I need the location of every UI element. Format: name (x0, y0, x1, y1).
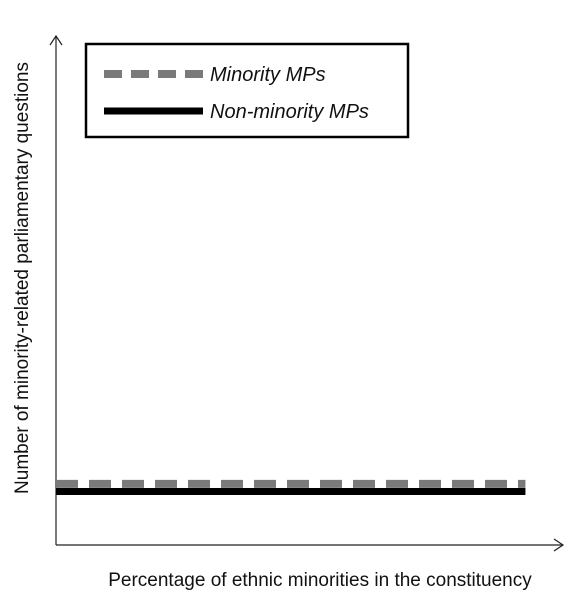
legend-box (84, 42, 410, 139)
y-axis-arrow (49, 34, 63, 46)
x-axis-title: Percentage of ethnic minorities in the c… (108, 570, 532, 591)
axes (49, 34, 565, 552)
legend-label-non-minority-mps: Non-minority MPs (210, 101, 369, 123)
y-axis-title: Number of minority-related parliamentary… (12, 62, 33, 494)
legend-label-minority-mps: Minority MPs (210, 64, 326, 86)
x-axis-arrow (553, 538, 565, 552)
legend: Minority MPs Non-minority MPs (84, 42, 410, 139)
series-layer (56, 479, 526, 496)
